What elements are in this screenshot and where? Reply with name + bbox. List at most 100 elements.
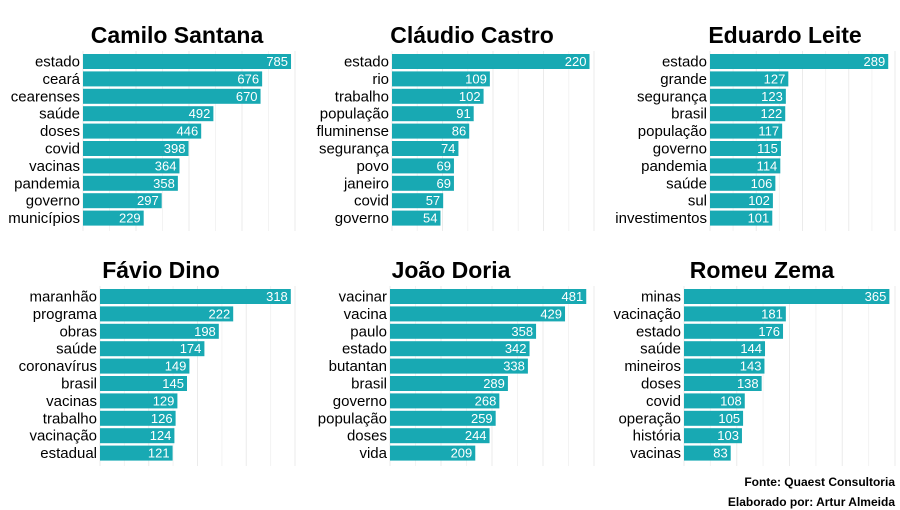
category-label: janeiro	[343, 175, 389, 192]
bar	[83, 71, 263, 87]
category-label: municípios	[8, 210, 80, 227]
category-label: sul	[688, 193, 707, 210]
value-label: 342	[505, 341, 527, 356]
value-label: 86	[452, 124, 466, 139]
value-label: 289	[864, 54, 886, 69]
category-label: doses	[40, 123, 80, 140]
author-caption: Elaborado por: Artur Almeida	[728, 495, 895, 509]
value-label: 122	[761, 106, 783, 121]
value-label: 176	[758, 324, 780, 339]
bar	[390, 323, 537, 339]
bar	[390, 428, 490, 444]
bar	[83, 141, 189, 156]
category-label: investimentos	[615, 210, 707, 227]
value-label: 126	[151, 411, 173, 426]
bar	[392, 141, 459, 156]
value-label: 108	[720, 393, 742, 408]
bar	[83, 88, 261, 104]
category-label: vida	[359, 445, 387, 462]
bar	[392, 158, 454, 174]
category-label: estado	[662, 54, 707, 71]
bar	[83, 123, 202, 139]
value-label: 115	[757, 141, 778, 156]
bar	[390, 376, 508, 391]
category-label: maranhão	[29, 289, 97, 306]
bar	[83, 210, 144, 226]
category-label: saúde	[56, 341, 97, 358]
bar	[710, 88, 786, 104]
bar	[710, 210, 773, 226]
bar	[392, 193, 444, 209]
bar	[83, 175, 178, 191]
bar	[392, 71, 490, 87]
bar	[684, 358, 765, 374]
bar	[390, 445, 476, 461]
bar	[392, 54, 590, 69]
value-label: 117	[758, 124, 779, 139]
value-label: 429	[540, 306, 562, 321]
panel-title: João Doria	[392, 257, 511, 283]
category-label: doses	[641, 376, 681, 393]
category-label: coronavírus	[19, 358, 97, 375]
category-label: covid	[45, 141, 80, 158]
bar	[100, 445, 173, 461]
value-label: 121	[148, 446, 170, 461]
category-label: vacinação	[29, 428, 97, 445]
category-label: população	[320, 106, 389, 123]
value-label: 481	[562, 289, 584, 304]
bar	[392, 210, 441, 226]
value-label: 358	[511, 324, 533, 339]
bar	[684, 306, 786, 322]
bar	[390, 358, 528, 374]
category-label: brasil	[671, 106, 707, 123]
value-label: 268	[475, 393, 497, 408]
bar	[390, 306, 566, 322]
bar	[684, 410, 744, 426]
bar	[684, 445, 731, 461]
category-label: pandemia	[14, 175, 81, 192]
category-label: trabalho	[43, 410, 97, 427]
category-label: vacinar	[339, 289, 387, 306]
value-label: 91	[456, 106, 470, 121]
bar	[390, 393, 500, 409]
value-label: 174	[180, 341, 202, 356]
bar	[684, 428, 742, 444]
value-label: 103	[717, 428, 739, 443]
category-label: saúde	[39, 106, 80, 123]
value-label: 446	[176, 124, 198, 139]
value-label: 181	[761, 306, 783, 321]
category-label: governo	[333, 393, 387, 410]
category-label: governo	[26, 193, 80, 210]
value-label: 105	[718, 411, 740, 426]
value-label: 785	[266, 54, 288, 69]
value-label: 69	[436, 158, 450, 173]
bar	[710, 193, 773, 209]
value-label: 358	[153, 176, 175, 191]
bar	[100, 289, 291, 304]
value-label: 102	[459, 89, 481, 104]
category-label: estado	[344, 54, 389, 71]
value-label: 297	[137, 193, 159, 208]
bar	[710, 175, 776, 191]
bar	[684, 289, 890, 304]
value-label: 365	[865, 289, 887, 304]
value-label: 149	[165, 359, 187, 374]
category-label: paulo	[350, 323, 387, 340]
category-label: estadual	[40, 445, 97, 462]
value-label: 69	[436, 176, 450, 191]
category-label: cearenses	[11, 88, 80, 105]
category-label: mineiros	[624, 358, 681, 375]
panel-title: Romeu Zema	[690, 257, 835, 283]
value-label: 222	[208, 306, 230, 321]
value-label: 209	[451, 446, 473, 461]
category-label: segurança	[319, 141, 390, 158]
bar	[100, 428, 175, 444]
bar	[710, 123, 783, 139]
category-label: covid	[354, 193, 389, 210]
value-label: 57	[426, 193, 440, 208]
value-label: 492	[189, 106, 211, 121]
category-label: vacinas	[29, 158, 80, 175]
value-label: 83	[713, 446, 727, 461]
